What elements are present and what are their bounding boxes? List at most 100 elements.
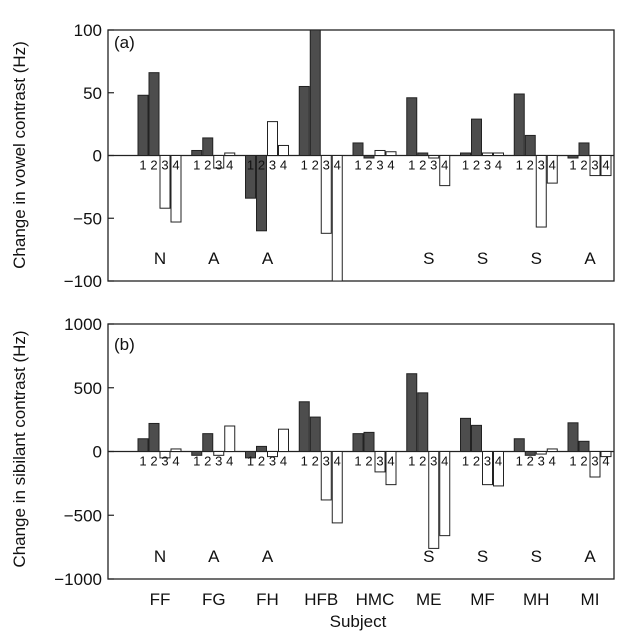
bar-number-label: 4 [602, 158, 609, 173]
bar-fg-2 [202, 433, 214, 452]
bar-me-4 [439, 155, 451, 187]
bar-hfb-1 [298, 85, 310, 156]
bar-number-label: 2 [419, 158, 426, 173]
bar-number-label: 2 [150, 454, 157, 469]
x-tick-label-ff: FF [150, 590, 171, 609]
y-tick-label: 0 [93, 443, 102, 462]
bar-number-label: 2 [527, 454, 534, 469]
bar-number-label: 1 [569, 454, 576, 469]
bar-number-label: 1 [462, 454, 469, 469]
bar-mh-2 [524, 134, 536, 156]
condition-label-fh: A [262, 547, 274, 566]
bar-number-label: 1 [354, 454, 361, 469]
condition-label-me: S [423, 249, 434, 268]
bar-me-2 [417, 392, 429, 453]
condition-label-fh: A [262, 249, 274, 268]
bar-hfb-4 [331, 451, 343, 524]
bar-number-label: 1 [516, 454, 523, 469]
y-tick-label: 100 [74, 21, 102, 40]
bar-me-3 [428, 451, 440, 549]
bar-ff-4 [170, 448, 182, 453]
bar-number-label: 2 [580, 158, 587, 173]
x-tick-label-mf: MF [470, 590, 495, 609]
bar-mi-3 [589, 155, 601, 177]
bar-fh-4 [278, 428, 289, 452]
bar-mf-2 [471, 118, 482, 157]
bar-number-label: 4 [387, 158, 394, 173]
y-tick-label: 0 [93, 147, 102, 166]
bar-number-label: 3 [484, 454, 491, 469]
bar-hmc-2 [363, 431, 375, 452]
bar-ff-3 [159, 451, 171, 459]
x-tick-label-hmc: HMC [356, 590, 395, 609]
bar-me-4 [439, 451, 451, 537]
bar-ff-3 [159, 155, 171, 209]
condition-label-fg: A [208, 547, 220, 566]
y-tick-label: −1000 [54, 570, 102, 589]
bar-number-label: 2 [204, 158, 211, 173]
bar-number-label: 3 [323, 158, 330, 173]
bar-ff-1 [137, 438, 149, 452]
bar-number-label: 1 [408, 158, 415, 173]
bar-fg-4 [224, 425, 236, 452]
bar-hfb-3 [320, 451, 332, 501]
bar-number-label: 1 [301, 158, 308, 173]
bar-number-label: 4 [172, 454, 179, 469]
bar-fh-2 [256, 155, 267, 232]
bar-number-label: 4 [226, 454, 233, 469]
bar-ff-1 [137, 94, 149, 157]
bar-number-label: 3 [430, 454, 437, 469]
bar-number-label: 1 [569, 158, 576, 173]
bar-hmc-3 [374, 149, 386, 156]
bar-fh-4 [278, 144, 289, 157]
bar-number-label: 4 [441, 454, 448, 469]
bar-fg-1 [191, 451, 203, 456]
bar-number-label: 3 [591, 454, 598, 469]
bar-number-label: 4 [226, 158, 233, 173]
bar-number-label: 3 [376, 158, 383, 173]
bar-mi-4 [600, 451, 612, 458]
bar-hfb-2 [309, 416, 321, 453]
bar-number-label: 2 [419, 454, 426, 469]
bar-hmc-1 [352, 142, 364, 156]
x-tick-label-fh: FH [256, 590, 279, 609]
bar-number-label: 4 [549, 454, 556, 469]
bar-number-label: 2 [312, 454, 319, 469]
condition-label-mi: A [584, 249, 596, 268]
bar-mf-3 [482, 152, 493, 157]
panel-b-ylabel: Change in sibilant contrast (Hz) [10, 330, 29, 567]
x-tick-label-fg: FG [202, 590, 226, 609]
bar-number-label: 2 [258, 454, 265, 469]
bar-hfb-1 [298, 401, 310, 452]
condition-label-fg: A [208, 249, 220, 268]
bar-fg-3 [213, 451, 225, 456]
bar-fg-2 [202, 137, 214, 156]
x-tick-label-mi: MI [581, 590, 600, 609]
bar-mf-1 [460, 417, 471, 453]
bar-fh-1 [245, 155, 256, 199]
bar-number-label: 3 [269, 158, 276, 173]
condition-label-ff: N [154, 547, 166, 566]
bar-ff-2 [148, 72, 160, 156]
bar-number-label: 4 [441, 158, 448, 173]
bar-number-label: 4 [495, 158, 502, 173]
bar-number-label: 3 [376, 454, 383, 469]
bar-number-label: 4 [495, 454, 502, 469]
bar-number-label: 1 [193, 454, 200, 469]
bar-number-label: 3 [484, 158, 491, 173]
bar-me-2 [417, 152, 429, 157]
bar-fg-4 [224, 152, 236, 157]
bar-fg-1 [191, 149, 203, 156]
bar-me-3 [428, 155, 440, 159]
bar-ff-4 [170, 155, 182, 223]
x-tick-label-hfb: HFB [304, 590, 338, 609]
bar-number-label: 4 [387, 454, 394, 469]
bar-number-label: 2 [365, 454, 372, 469]
bar-mh-4 [546, 448, 558, 453]
bar-number-label: 3 [215, 158, 222, 173]
bar-mf-4 [493, 152, 504, 157]
panel-label: (b) [114, 335, 135, 354]
bar-number-label: 2 [365, 158, 372, 173]
bar-number-label: 4 [334, 454, 341, 469]
